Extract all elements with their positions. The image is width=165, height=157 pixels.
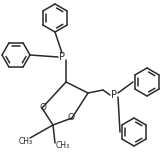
Text: CH₃: CH₃ bbox=[56, 141, 70, 149]
Text: O: O bbox=[67, 113, 75, 122]
Text: O: O bbox=[39, 103, 47, 111]
Text: P: P bbox=[59, 52, 65, 62]
Text: P: P bbox=[111, 90, 117, 100]
Text: CH₃: CH₃ bbox=[19, 138, 33, 146]
